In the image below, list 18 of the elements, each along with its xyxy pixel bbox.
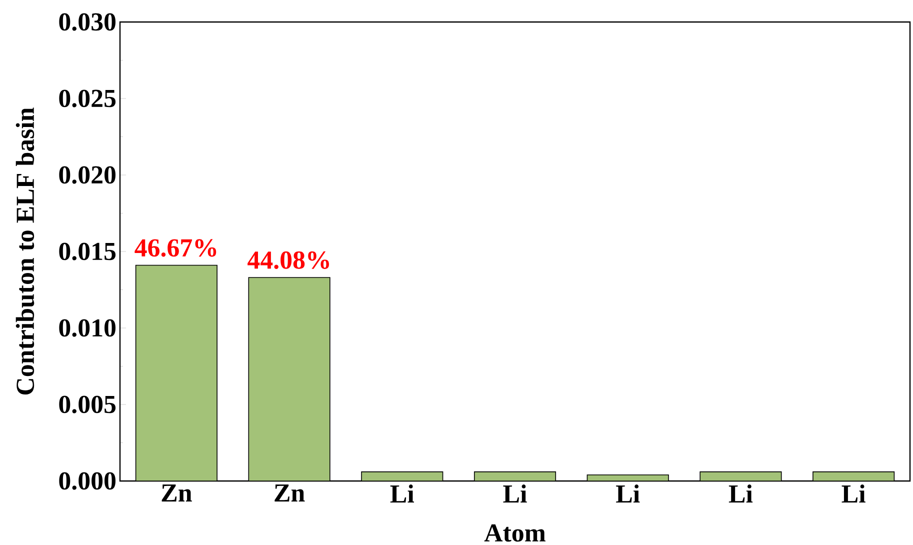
y-tick-label: 0.025: [59, 90, 116, 108]
x-tick-label: Li: [728, 484, 753, 502]
x-tick-label: Li: [616, 484, 640, 502]
y-tick-label: 0.030: [59, 13, 116, 31]
y-tick-label: 0.015: [59, 242, 116, 260]
x-tick-label: Zn: [162, 484, 192, 502]
x-tick-label: Li: [503, 484, 527, 502]
x-tick-label: Li: [842, 484, 866, 502]
y-tick-label: 0.010: [59, 319, 116, 337]
x-tick-label: Zn: [274, 484, 305, 502]
annotation: 44.08%: [248, 251, 329, 269]
y-tick-label: 0.000: [59, 472, 116, 490]
x-axis-title: Atom: [484, 524, 546, 542]
y-tick-label: 0.005: [59, 396, 116, 414]
y-axis-title: Contributon to ELF basin: [16, 108, 34, 395]
y-tick-label: 0.020: [59, 166, 116, 184]
annotation: 46.67%: [134, 239, 216, 257]
x-tick-label: Li: [390, 484, 414, 502]
